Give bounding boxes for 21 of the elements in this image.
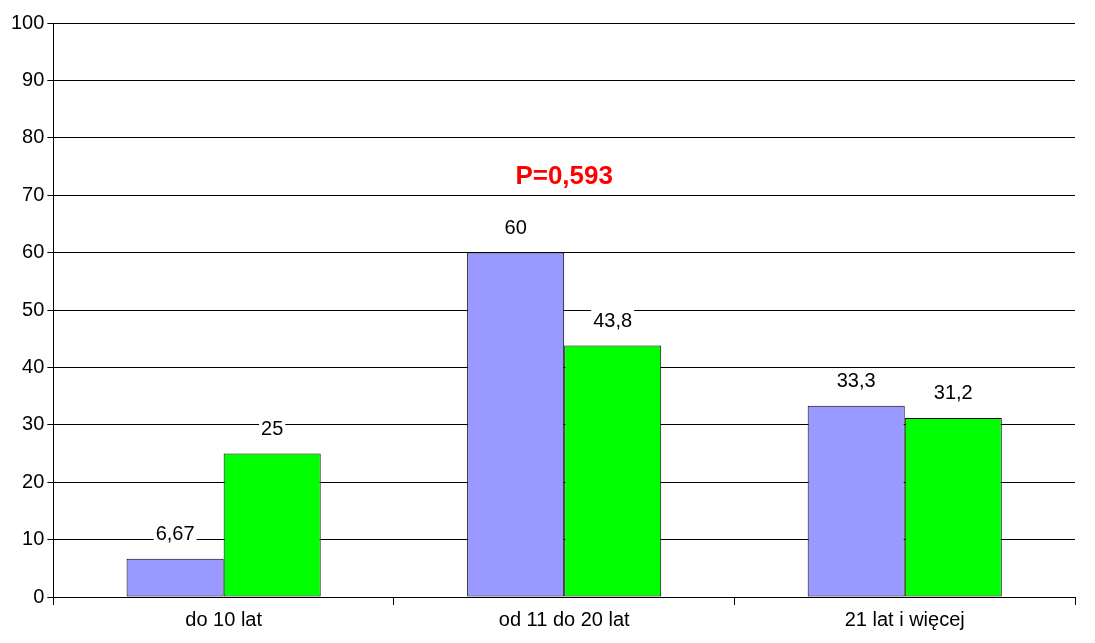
data-label: 6,67 — [155, 522, 195, 545]
data-label: 25 — [261, 417, 284, 440]
y-tick-label: 20 — [22, 469, 45, 492]
y-tick-label: 90 — [22, 67, 45, 90]
x-tick-label: do 10 lat — [185, 607, 263, 630]
y-tick-label: 0 — [33, 584, 45, 607]
y-tick-label: 50 — [22, 297, 45, 320]
annotation: P=0,593 — [515, 159, 613, 190]
y-tick-label: 60 — [22, 240, 45, 263]
data-label: 33,3 — [836, 369, 876, 392]
y-tick-label: 70 — [22, 182, 45, 205]
data-label: 43,8 — [593, 309, 633, 332]
x-tick-label: od 11 do 20 lat — [498, 607, 631, 630]
y-tick-label: 80 — [22, 125, 45, 148]
y-tick-label: 30 — [22, 412, 45, 435]
y-tick-label: 100 — [10, 10, 45, 33]
y-tick-label: 40 — [22, 354, 45, 377]
x-tick-label: 21 lat i więcej — [844, 607, 965, 630]
data-label: 31,2 — [933, 381, 973, 404]
y-tick-label: 10 — [22, 527, 45, 550]
data-label: 60 — [504, 216, 527, 239]
